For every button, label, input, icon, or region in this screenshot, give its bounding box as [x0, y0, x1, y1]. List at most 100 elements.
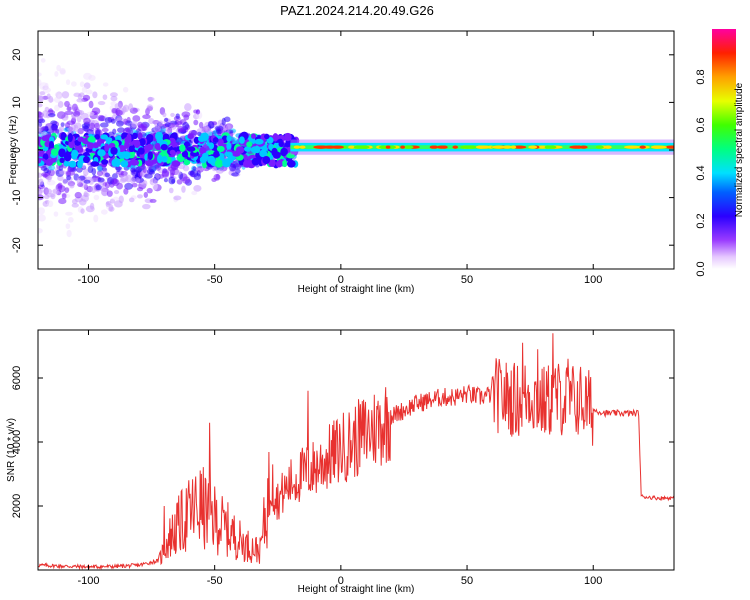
- spectrogram-blob: [163, 178, 169, 183]
- spectrogram-blob: [52, 188, 60, 194]
- spectrogram-blob: [91, 177, 99, 182]
- line-peak: [603, 145, 612, 149]
- spectrogram-blob: [69, 183, 75, 189]
- spectrogram-blob: [76, 166, 83, 173]
- spectrogram-blob: [38, 103, 43, 108]
- spectrogram-blob: [219, 152, 225, 162]
- spectrogram-blob: [74, 191, 82, 199]
- spectrogram-blob: [41, 135, 49, 142]
- spectrogram-blob: [155, 164, 162, 171]
- spectrogram-blob: [87, 165, 94, 174]
- bottom-y-axis: 2000 4000 6000: [11, 366, 674, 518]
- line-peak: [510, 145, 517, 149]
- spectrogram-blob: [281, 160, 288, 168]
- top-x-tick-label: 100: [584, 274, 602, 286]
- spectrogram-blob: [244, 146, 252, 152]
- spectrogram-blob: [38, 95, 44, 101]
- spectrogram-blob: [38, 72, 42, 77]
- spectrogram-blob: [262, 156, 271, 165]
- line-peak: [664, 145, 674, 149]
- spectrogram-blob: [184, 103, 192, 111]
- spectrogram-blob: [45, 158, 54, 166]
- spectrogram-blob: [70, 81, 77, 87]
- spectrogram-blob: [76, 115, 82, 123]
- spectrogram-blob: [47, 113, 56, 118]
- spectrogram-blob: [83, 117, 91, 125]
- spectrogram-blob: [229, 163, 237, 172]
- spectrogram-blob: [71, 203, 79, 208]
- spectrogram-blob: [150, 178, 157, 183]
- spectrogram-blob: [153, 125, 161, 133]
- spectrogram-blob: [83, 155, 90, 164]
- spectrogram-blob: [38, 214, 46, 222]
- line-peak: [651, 145, 667, 149]
- spectrogram-blob: [147, 151, 153, 161]
- spectrogram-blob: [58, 148, 66, 158]
- spectrogram-blob: [86, 142, 95, 150]
- spectrogram-blob: [193, 136, 200, 144]
- spectrogram-blob: [90, 161, 100, 167]
- spectrogram-blob: [223, 116, 231, 123]
- spectrogram-blob: [147, 136, 154, 143]
- spectrogram-blob: [162, 112, 167, 118]
- spectrogram-blob: [254, 138, 264, 145]
- spectrogram-blob: [142, 114, 151, 120]
- spectrogram-blob: [73, 92, 81, 98]
- spectrogram-blob: [146, 104, 154, 112]
- spectrogram-blob: [142, 203, 151, 210]
- spectrogram-blob: [213, 173, 221, 181]
- spectrogram-blob: [173, 195, 182, 201]
- plot-frame-bottom: [37, 329, 675, 571]
- bottom-y-tick-label: 6000: [11, 366, 23, 390]
- spectrogram-blob: [281, 148, 288, 155]
- spectrogram-blob: [81, 86, 88, 93]
- bottom-x-axis-label: Height of straight line (km): [298, 584, 415, 595]
- spectrogram-blob: [73, 124, 79, 132]
- spectrogram-blob: [130, 167, 136, 173]
- spectrogram-blob: [179, 144, 186, 152]
- spectrogram-blob: [38, 111, 42, 117]
- spectrogram-blob: [76, 98, 84, 103]
- spectrogram-blob: [64, 110, 74, 116]
- colorbar-tick-label: 0.4: [695, 165, 707, 180]
- spectrogram-blob: [94, 134, 100, 140]
- spectrogram-blob: [67, 126, 75, 132]
- spectrogram-blob: [110, 101, 117, 106]
- line-peak: [357, 145, 370, 149]
- spectrogram-blob: [137, 132, 143, 141]
- spectrogram-blob: [58, 170, 67, 175]
- spectrogram-blob: [199, 146, 207, 155]
- spectrogram-blob: [212, 137, 219, 144]
- spectrogram-blob: [70, 117, 77, 125]
- spectrogram-blob: [238, 136, 245, 144]
- line-peak: [528, 145, 538, 149]
- spectrogram-blob: [222, 158, 231, 168]
- spectrogram-blob: [54, 71, 59, 77]
- spectrogram-blob: [64, 100, 70, 108]
- spectrogram-blob: [213, 150, 220, 158]
- spectrogram-blob: [45, 188, 52, 195]
- spectrogram-blob: [86, 111, 95, 116]
- spectrogram-blob: [38, 228, 43, 234]
- spectrogram-blob: [225, 124, 231, 130]
- spectrogram-blob: [111, 178, 120, 187]
- spectrogram-blob: [71, 198, 78, 205]
- spectrogram-blob: [65, 211, 73, 216]
- spectrogram-blob: [38, 79, 42, 87]
- spectrogram-blob: [197, 135, 206, 143]
- spectrogram-blob: [155, 131, 163, 141]
- spectrogram-blob: [38, 189, 43, 196]
- spectrogram-blob: [208, 142, 215, 150]
- bottom-y-axis-label: SNR (10 * v/v): [6, 418, 17, 482]
- spectrogram-blob: [68, 160, 77, 168]
- top-y-axis-label: Frequency (Hz): [8, 116, 19, 185]
- spectrogram-blob: [226, 142, 232, 150]
- bottom-y-tick-label: 2000: [11, 494, 23, 518]
- spectrogram-blob: [178, 128, 186, 133]
- spectrogram-blob: [106, 190, 113, 197]
- spectrogram-blob: [183, 158, 191, 166]
- spectrogram-blob: [48, 165, 56, 171]
- spectrogram-blob: [109, 92, 118, 98]
- colorbar-ticks: 0.0 0.2 0.4 0.6 0.8: [695, 69, 707, 276]
- spectrogram-blob: [54, 92, 62, 98]
